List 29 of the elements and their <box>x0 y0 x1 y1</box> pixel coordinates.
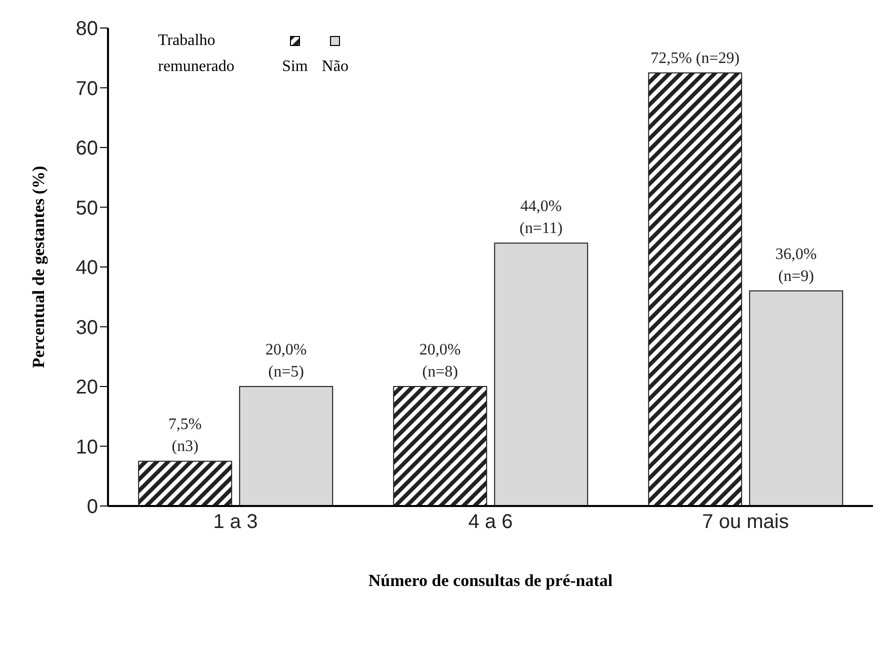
legend-title: Trabalho remunerado <box>158 31 236 77</box>
bar <box>749 290 844 506</box>
y-tick-label: 0 <box>86 496 98 518</box>
legend-label: Não <box>322 57 348 77</box>
y-tick-label: 80 <box>76 18 98 40</box>
y-tick-label: 50 <box>76 197 98 220</box>
data-label: 44,0% (n=11) <box>520 198 563 238</box>
data-label: 20,0% (n=5) <box>265 342 307 380</box>
bar <box>494 242 588 506</box>
y-tick-label: 70 <box>76 78 98 100</box>
bar <box>393 386 488 506</box>
bar <box>648 72 742 506</box>
y-axis-title: Percentual de gestantes (%) <box>29 166 48 368</box>
data-label: 20,0% (n=8) <box>419 342 461 380</box>
x-axis-title: Número de consultas de pré-natal <box>368 571 613 590</box>
bar <box>138 460 232 506</box>
y-tick-label: 30 <box>76 316 98 339</box>
x-tick-label: 7 ou mais <box>702 511 789 534</box>
legend-label: Sim <box>282 57 308 77</box>
y-tick-label: 10 <box>76 436 98 458</box>
y-tick-label: 60 <box>76 138 98 160</box>
x-tick-label: 1 a 3 <box>213 511 258 534</box>
y-tick-label: 20 <box>76 376 98 399</box>
y-tick-label: 40 <box>76 257 98 280</box>
data-label: 7,5% (n3) <box>168 416 202 456</box>
data-label: 72,5% (n=29) <box>650 50 740 67</box>
bar <box>239 386 334 506</box>
data-label: 36,0% (n=9) <box>775 246 817 285</box>
x-tick-label: 4 a 6 <box>468 511 513 534</box>
